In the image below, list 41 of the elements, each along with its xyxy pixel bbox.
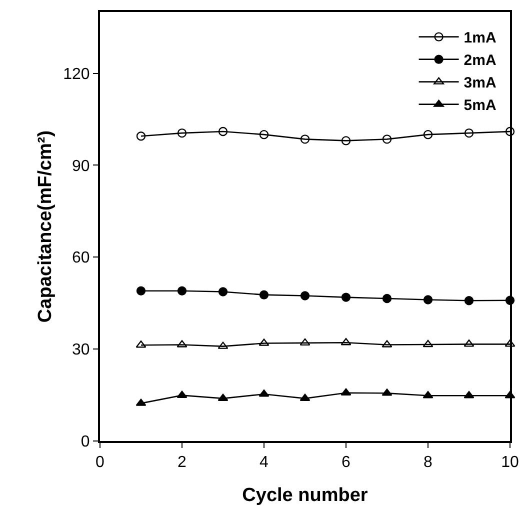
point	[259, 290, 269, 300]
point	[300, 394, 310, 402]
point	[136, 132, 146, 141]
point	[177, 128, 187, 138]
legend-label: 3mA	[464, 74, 496, 92]
point	[423, 295, 433, 304]
legend-label: 1mA	[464, 30, 496, 47]
point	[177, 286, 187, 296]
point	[259, 130, 269, 140]
x-tick-label: 4	[260, 454, 269, 472]
x-tick-label: 8	[424, 454, 433, 472]
x-axis-title: Cycle number	[242, 485, 368, 506]
point	[341, 136, 351, 146]
y-tick-label: 120	[63, 66, 90, 83]
x-tick-label: 0	[96, 454, 105, 472]
y-axis-title: Capacitance(mF/cm²)	[35, 130, 56, 323]
point	[218, 126, 228, 136]
point	[218, 394, 228, 402]
x-tick-label: 2	[178, 454, 187, 472]
point	[422, 340, 434, 348]
point	[136, 286, 146, 296]
point	[505, 126, 515, 136]
point	[300, 291, 310, 300]
point	[464, 296, 474, 306]
point	[423, 130, 433, 140]
y-tick-label: 30	[72, 342, 90, 359]
point	[382, 294, 392, 304]
x-tick-label: 6	[342, 454, 351, 472]
point	[464, 128, 474, 138]
point	[218, 287, 228, 296]
point	[300, 134, 310, 144]
x-tick-label: 10	[501, 454, 519, 472]
point	[341, 292, 351, 302]
point	[300, 338, 310, 346]
y-tick-label: 0	[80, 434, 90, 451]
legend-label: 5mA	[464, 97, 496, 114]
point	[382, 134, 392, 144]
y-tick-label: 90	[72, 158, 90, 175]
point	[136, 340, 146, 348]
legend-label: 2mA	[464, 52, 496, 70]
y-tick-label: 60	[72, 250, 90, 267]
